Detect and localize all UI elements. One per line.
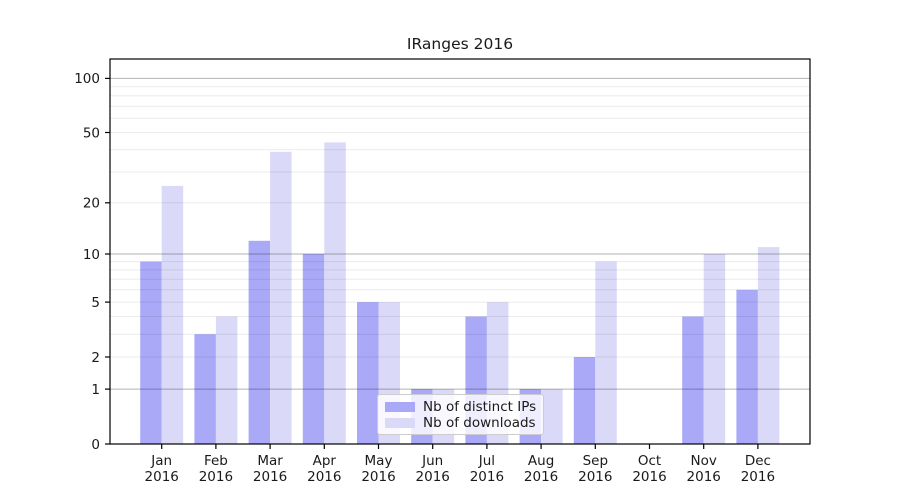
y-tick-label-100: 100: [74, 71, 100, 87]
x-tick-label-aug-2016: Aug 2016: [524, 453, 558, 485]
bar-apr-2016-downloads: [324, 142, 346, 444]
x-tick-label-sep-2016: Sep 2016: [578, 453, 612, 485]
y-tick-label-20: 20: [83, 196, 100, 212]
chart-title: IRanges 2016: [406, 35, 514, 53]
bar-dec-2016-downloads: [757, 247, 780, 444]
bar-mar-2016-ips: [248, 240, 271, 444]
legend-item-downloads: Nb of downloads: [385, 415, 536, 431]
bar-feb-2016-ips: [194, 334, 216, 444]
legend: Nb of distinct IPs Nb of downloads: [377, 394, 544, 435]
legend-swatch-downloads: [385, 418, 415, 428]
x-tick-label-jun-2016: Jun 2016: [416, 453, 450, 485]
plot-border: [109, 58, 811, 445]
y-tick-label-10: 10: [83, 247, 100, 263]
y-tick-label-2: 2: [91, 350, 100, 366]
y-tick-label-1: 1: [91, 382, 100, 398]
bar-sep-2016-downloads: [595, 261, 617, 444]
bar-nov-2016-downloads: [703, 254, 726, 444]
legend-label-downloads: Nb of downloads: [423, 415, 536, 431]
bar-nov-2016-ips: [682, 316, 704, 444]
legend-swatch-distinct-ips: [385, 402, 415, 412]
bar-feb-2016-downloads: [215, 316, 238, 444]
y-tick-label-50: 50: [83, 125, 100, 141]
bar-aug-2016-downloads: [541, 389, 563, 444]
bar-jan-2016-downloads: [161, 185, 184, 444]
x-tick-label-dec-2016: Dec 2016: [741, 453, 775, 485]
x-tick-label-may-2016: May 2016: [361, 453, 395, 485]
x-tick-label-mar-2016: Mar 2016: [253, 453, 287, 485]
y-tick-label-0: 0: [91, 437, 100, 453]
x-tick-label-jan-2016: Jan 2016: [145, 453, 179, 485]
bar-mar-2016-downloads: [270, 151, 292, 445]
bar-sep-2016-ips: [573, 357, 596, 444]
x-tick-label-apr-2016: Apr 2016: [307, 453, 341, 485]
x-tick-label-jul-2016: Jul 2016: [470, 453, 504, 485]
legend-label-distinct-ips: Nb of distinct IPs: [423, 399, 537, 415]
x-tick-label-oct-2016: Oct 2016: [632, 453, 666, 485]
y-tick-label-5: 5: [91, 295, 100, 311]
bar-apr-2016-ips: [302, 254, 325, 444]
bar-may-2016-ips: [357, 302, 379, 444]
bar-jan-2016-ips: [140, 261, 162, 444]
x-tick-label-feb-2016: Feb 2016: [199, 453, 233, 485]
legend-item-distinct-ips: Nb of distinct IPs: [385, 399, 537, 415]
bar-dec-2016-ips: [736, 289, 758, 444]
x-tick-label-nov-2016: Nov 2016: [687, 453, 721, 485]
